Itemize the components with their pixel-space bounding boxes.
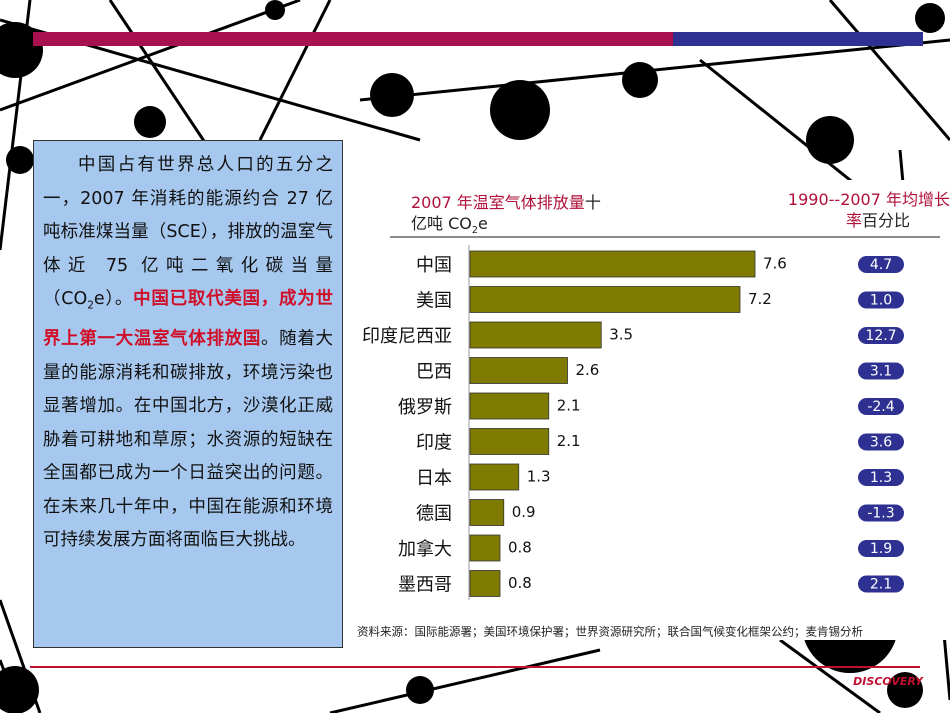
category-label: 印度 bbox=[416, 433, 452, 454]
title: 2007 年温室气体排放量 bbox=[411, 193, 585, 212]
category-label: 美国 bbox=[416, 291, 452, 312]
bar bbox=[469, 499, 505, 526]
category-label: 德国 bbox=[416, 504, 452, 525]
growth-pill bbox=[858, 504, 904, 522]
value-label: 7.2 bbox=[748, 290, 772, 308]
bar bbox=[469, 321, 602, 349]
value-label: 2.1 bbox=[557, 397, 581, 415]
bar bbox=[469, 534, 501, 562]
growth-pill bbox=[858, 398, 904, 415]
growth-pill bbox=[858, 433, 904, 451]
left-title: 2007 年温室气体排放量十亿吨 CO2e bbox=[411, 192, 601, 241]
growth-pill bbox=[858, 575, 904, 593]
value-label: 0.9 bbox=[512, 503, 536, 521]
value-label: 3.5 bbox=[609, 326, 633, 344]
category-label: 中国 bbox=[416, 255, 452, 276]
category-label: 墨西哥 bbox=[398, 575, 452, 596]
text: 中国占有世界总人口的五分之一，2007 年消耗的能源约合 27 亿吨标准煤当量（… bbox=[43, 155, 333, 309]
growth-label: 3.1 bbox=[870, 364, 892, 380]
source: 资料来源：国际能源署；美国环境保护署；世界资源研究所；联合国气候变化框架公约；麦… bbox=[357, 625, 863, 639]
growth-label: 1.9 bbox=[870, 541, 892, 557]
category-label: 巴西 bbox=[416, 362, 452, 383]
bar bbox=[469, 250, 756, 278]
growth-label: -1.3 bbox=[867, 506, 894, 522]
growth-label: 1.3 bbox=[870, 470, 892, 486]
title: 率 bbox=[845, 211, 862, 230]
right-title: 1990--2007 年均增长率百分比 bbox=[760, 189, 950, 231]
unit: 2 bbox=[471, 225, 478, 237]
text: e）。 bbox=[93, 289, 134, 309]
category-label: 加拿大 bbox=[398, 538, 452, 560]
bar bbox=[469, 392, 550, 420]
text-box: 中国占有世界总人口的五分之一，2007 年消耗的能源约合 27 亿吨标准煤当量（… bbox=[33, 140, 343, 648]
value-label: 1.3 bbox=[527, 468, 551, 486]
highlight: 中国已取代美国，成为世界上第一大温室气体排放国 bbox=[43, 289, 333, 349]
unit: 百分比 bbox=[861, 211, 910, 230]
text: 。随着大量的能源消耗和碳排放，环境污染也显著增加。在中国北方，沙漠化正威胁着可耕… bbox=[43, 329, 333, 550]
growth-pill bbox=[858, 362, 904, 380]
value-label: 2.6 bbox=[576, 361, 600, 379]
logo: DISCOVERY bbox=[853, 675, 924, 688]
growth-label: 2.1 bbox=[870, 577, 892, 593]
growth-pill bbox=[858, 291, 904, 309]
growth-label: 3.6 bbox=[870, 435, 892, 451]
text: 2 bbox=[87, 299, 94, 312]
value-label: 0.8 bbox=[508, 574, 532, 592]
unit: 十亿吨 CO bbox=[411, 193, 601, 233]
title: 1990--2007 年均增长 bbox=[787, 190, 950, 209]
bar bbox=[469, 463, 520, 491]
top-bar-left bbox=[33, 32, 673, 46]
growth-label: -2.4 bbox=[867, 399, 894, 415]
top-bar-right bbox=[673, 32, 923, 46]
growth-pill bbox=[858, 469, 904, 486]
bar bbox=[469, 286, 741, 313]
growth-pill bbox=[858, 540, 904, 557]
chart: 中国 7.6 4.7 美国 7.2 1.0 印度尼西亚 3.5 12.7 巴西 2.6 3.1 俄罗斯 2… bbox=[362, 250, 904, 597]
growth-label: 4.7 bbox=[870, 257, 892, 273]
category-label: 日本 bbox=[416, 468, 452, 489]
value-label: 7.6 bbox=[763, 255, 787, 273]
value-label: 2.1 bbox=[557, 432, 581, 450]
growth-label: 12.7 bbox=[865, 328, 896, 344]
category-label: 俄罗斯 bbox=[398, 397, 452, 418]
bar bbox=[469, 428, 550, 455]
growth-pill bbox=[858, 256, 904, 273]
bar bbox=[469, 357, 568, 384]
growth-pill bbox=[858, 327, 904, 344]
category-label: 印度尼西亚 bbox=[362, 326, 452, 347]
growth-label: 1.0 bbox=[870, 293, 892, 309]
unit: e bbox=[477, 214, 488, 233]
bar bbox=[469, 570, 501, 597]
value-label: 0.8 bbox=[508, 539, 532, 557]
